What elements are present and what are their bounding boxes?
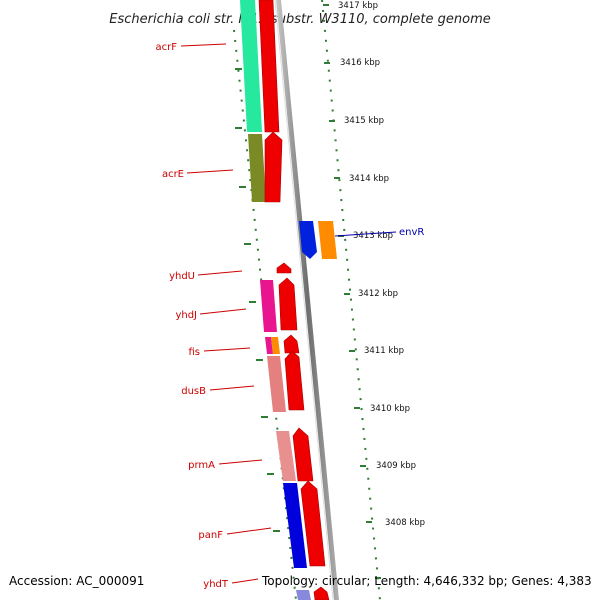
gene-arrow-yhdT[interactable] <box>313 586 330 600</box>
cog-track <box>240 0 311 600</box>
gene-label-fis[interactable]: fis <box>188 347 200 358</box>
gene-block-yhdT[interactable] <box>296 590 311 600</box>
gene-block-fis-1[interactable] <box>265 337 273 354</box>
genome-backbone-highlight <box>274 0 334 600</box>
gene-block-dusB[interactable] <box>267 356 286 412</box>
genome-backbone <box>276 0 339 600</box>
gene-label-acrE[interactable]: acrE <box>162 169 184 180</box>
tick-label-3412: 3412 kbp <box>358 289 398 299</box>
topology-text: Topology: circular; Length: 4,646,332 bp… <box>262 574 592 588</box>
gene-label-prmA[interactable]: prmA <box>188 460 215 471</box>
gene-arrow-acrE[interactable] <box>264 131 283 203</box>
gene-label-acrF[interactable]: acrF <box>156 42 178 53</box>
scale-labels: 3417 kbp 3416 kbp 3415 kbp 3414 kbp 3413… <box>338 1 425 528</box>
envR-leader <box>334 231 397 237</box>
gene-block-acrE[interactable] <box>248 134 266 202</box>
tick-label-3409: 3409 kbp <box>376 461 416 471</box>
gene-block-acrF[interactable] <box>240 0 262 132</box>
tick-label-3408: 3408 kbp <box>385 518 425 528</box>
gene-label-yhdU[interactable]: yhdU <box>169 271 195 282</box>
outer-ruler <box>321 0 381 600</box>
tick-label-3415: 3415 kbp <box>344 116 384 126</box>
gene-arrow-yhdJ[interactable] <box>278 277 298 331</box>
forward-strand-genes <box>258 0 330 600</box>
outer-ruler-major-ticks <box>323 4 381 579</box>
gene-arrow-yhdU[interactable] <box>276 262 292 274</box>
gene-label-envR[interactable]: envR <box>399 227 424 238</box>
tick-label-3411: 3411 kbp <box>364 346 404 356</box>
gene-block-prmA[interactable] <box>276 431 296 481</box>
gene-label-dusB[interactable]: dusB <box>181 386 206 397</box>
tick-label-3416: 3416 kbp <box>340 58 380 68</box>
gene-block-envR[interactable] <box>318 221 337 259</box>
gene-block-fis-2[interactable] <box>271 337 280 354</box>
gene-arrow-acrF[interactable] <box>258 0 280 133</box>
gene-label-panF[interactable]: panF <box>198 530 223 541</box>
gene-arrow-dusB[interactable] <box>284 350 305 411</box>
gene-arrow-prmA[interactable] <box>292 427 314 482</box>
gene-arrow-panF[interactable] <box>300 480 326 567</box>
gene-block-panF[interactable] <box>283 483 307 568</box>
tick-label-3410: 3410 kbp <box>370 404 410 414</box>
gene-arrow-fis[interactable] <box>283 334 300 354</box>
inner-ruler-major-ticks <box>235 68 280 532</box>
gene-label-leaders <box>180 43 272 584</box>
gene-block-yhdJ[interactable] <box>260 280 277 332</box>
gene-label-yhdJ[interactable]: yhdJ <box>175 310 197 321</box>
map-title: Escherichia coli str. K-12 substr. W3110… <box>109 12 490 27</box>
gene-labels: acrF acrE yhdU yhdJ fis dusB prmA panF y… <box>156 42 229 590</box>
reverse-strand-genes <box>299 221 337 259</box>
tick-label-3413: 3413 kbp <box>353 231 393 241</box>
accession-text: Accession: AC_000091 <box>9 574 145 588</box>
gene-label-yhdT[interactable]: yhdT <box>203 579 229 590</box>
gene-arrow-envR[interactable] <box>299 221 317 259</box>
tick-label-3417: 3417 kbp <box>338 1 378 11</box>
tick-label-3414: 3414 kbp <box>349 174 389 184</box>
